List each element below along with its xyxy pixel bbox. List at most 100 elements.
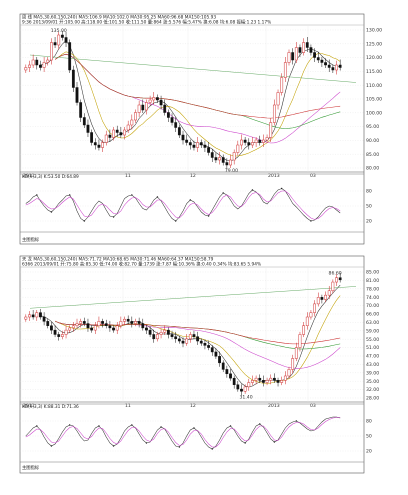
candle-body <box>137 104 141 113</box>
candle-body <box>327 290 331 296</box>
candle-body <box>291 52 295 61</box>
candle-body <box>82 117 86 126</box>
candle-body <box>181 134 185 141</box>
candle-body <box>185 139 189 143</box>
candle-body <box>309 312 313 318</box>
price-tick-label: 32.00 <box>366 387 379 393</box>
candle-body <box>287 369 291 377</box>
candle-body <box>192 334 196 337</box>
x-tick-label: 2013 <box>268 173 280 179</box>
candle-body <box>188 142 192 146</box>
candle-body <box>156 97 159 101</box>
candle-body <box>243 386 247 392</box>
x-tick-label: 11 <box>125 403 131 409</box>
candle-body <box>240 139 243 146</box>
candle-body <box>203 342 207 346</box>
price-tick-label: 35.00 <box>366 379 379 385</box>
price-tick-label: 78.00 <box>366 286 379 292</box>
price-tick-label: 59.00 <box>366 328 379 334</box>
header-line-1: 周 线 MA5,30,60,150,240) MA5:106.9 MA10:10… <box>22 14 216 21</box>
candle-body <box>313 303 316 313</box>
candle-body <box>185 338 189 344</box>
price-tick-label: 81.00 <box>366 278 379 284</box>
candle-body <box>214 157 218 161</box>
candle-body <box>305 316 309 326</box>
kd-indicator-label: KD(9,3,3) K:53.50 D:64.89 <box>22 174 79 180</box>
kd-d-line <box>25 190 341 220</box>
candle-body <box>126 124 130 131</box>
candle-body <box>148 99 152 103</box>
candle-body <box>60 334 64 337</box>
price-tick-label: 110.00 <box>366 83 382 89</box>
candle-body <box>283 62 287 78</box>
header-line-2: 6366 2013/09/01 开:75.80 高:85.30 低:74.00 … <box>22 261 261 268</box>
candle-body <box>199 340 203 344</box>
price-tick-label: 47.00 <box>366 354 379 360</box>
candle-body <box>101 321 104 324</box>
candle-body <box>287 52 291 63</box>
candle-body <box>159 99 163 106</box>
candle-body <box>232 152 236 161</box>
candle-body <box>141 104 145 111</box>
kd-turn-marker <box>211 448 213 450</box>
candle-body <box>331 281 335 292</box>
candle-body <box>75 323 79 326</box>
candle-body <box>90 327 94 331</box>
footer-label: 主图指标 <box>22 236 40 243</box>
price-tick-label: 28.00 <box>366 396 379 402</box>
candle-body <box>53 42 57 46</box>
candle-body <box>42 316 46 322</box>
candle-body <box>79 321 83 324</box>
candle-body <box>152 97 156 101</box>
candle-body <box>86 124 90 133</box>
low-price-label: 79.00 <box>225 168 238 174</box>
candle-body <box>214 351 218 357</box>
kd-turn-marker <box>259 423 261 425</box>
candle-body <box>225 369 229 375</box>
candle-body <box>196 336 200 342</box>
panel-frame <box>19 255 365 474</box>
candle-body <box>280 77 284 93</box>
candle-body <box>316 57 320 61</box>
candle-body <box>159 332 163 335</box>
candle-body <box>229 373 232 379</box>
candle-body <box>130 119 134 126</box>
kd-k-line <box>25 188 341 222</box>
candle-body <box>254 377 258 381</box>
ma5-line <box>40 40 341 162</box>
candle-body <box>203 144 207 148</box>
candle-body <box>68 42 72 71</box>
candle-body <box>71 325 75 329</box>
candle-body <box>265 137 269 141</box>
panel-2: 天 龙 MA5,30,60,150,240) MA5:71.72 MA10:68… <box>19 255 379 474</box>
candle-body <box>82 321 86 324</box>
candle-body <box>269 377 273 381</box>
price-tick-label: 66.00 <box>366 312 379 318</box>
candle-body <box>302 42 306 53</box>
candle-body <box>112 129 115 138</box>
candle-body <box>148 329 152 335</box>
candle-body <box>338 64 342 68</box>
candle-body <box>112 327 115 331</box>
kd-d-line <box>25 417 341 448</box>
kd-tick-label: 80 <box>366 419 372 425</box>
candle-body <box>119 321 123 326</box>
candle-body <box>97 144 101 148</box>
ma30-line <box>54 53 341 144</box>
candle-body <box>221 157 225 163</box>
price-tick-label: 39.00 <box>366 370 379 376</box>
candle-body <box>269 122 273 138</box>
kd-turn-marker <box>112 216 115 218</box>
kd-turn-marker <box>131 194 133 196</box>
candle-body <box>71 69 75 88</box>
candle-body <box>247 142 251 146</box>
candle-body <box>123 129 126 136</box>
candle-body <box>188 334 192 340</box>
price-tick-label: 130.00 <box>366 28 382 34</box>
price-tick-label: 85.00 <box>366 270 379 276</box>
low-price-label: 31.40 <box>239 394 252 400</box>
candle-body <box>104 323 108 326</box>
candle-body <box>163 104 167 113</box>
panel-frame <box>19 13 365 245</box>
candle-body <box>262 139 265 143</box>
